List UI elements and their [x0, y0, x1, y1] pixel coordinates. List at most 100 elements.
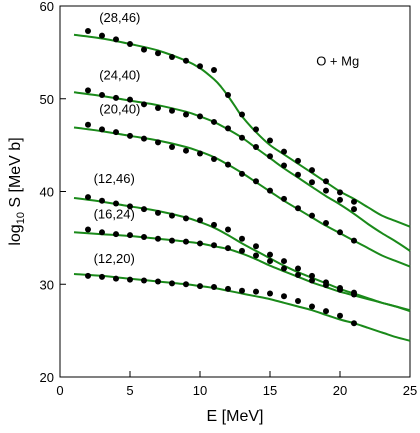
- data-point: [127, 276, 133, 283]
- data-point: [323, 308, 329, 315]
- data-point: [99, 126, 105, 133]
- data-point: [211, 156, 217, 163]
- data-point: [239, 170, 245, 177]
- data-point: [85, 226, 91, 233]
- data-point: [113, 129, 119, 136]
- data-point: [281, 148, 287, 155]
- x-tick-label: 25: [403, 383, 417, 398]
- y-tick-label: 30: [40, 277, 54, 292]
- data-point: [225, 226, 231, 233]
- data-point: [309, 277, 315, 284]
- data-point: [169, 54, 175, 61]
- data-point: [85, 272, 91, 279]
- x-tick-label: 20: [333, 383, 347, 398]
- data-point: [99, 273, 105, 280]
- data-point: [183, 111, 189, 118]
- series-curve: [73, 33, 411, 228]
- data-point: [183, 238, 189, 245]
- data-point: [85, 121, 91, 128]
- data-point: [141, 233, 147, 240]
- data-point: [323, 178, 329, 185]
- data-point: [211, 66, 217, 73]
- data-point: [211, 242, 217, 249]
- y-axis-title-prefix: log: [7, 224, 24, 245]
- data-point: [239, 287, 245, 294]
- series-label: (16,24): [94, 206, 135, 221]
- data-point: [183, 215, 189, 222]
- data-point: [225, 245, 231, 252]
- data-point: [113, 36, 119, 43]
- data-point: [295, 265, 301, 272]
- data-point: [155, 105, 161, 112]
- data-point: [141, 135, 147, 142]
- data-point: [253, 143, 259, 150]
- data-point: [169, 212, 175, 219]
- data-point: [183, 281, 189, 288]
- data-point: [323, 220, 329, 227]
- data-point: [85, 194, 91, 201]
- series-curve: [73, 126, 411, 268]
- data-point: [239, 134, 245, 141]
- data-point: [183, 147, 189, 154]
- data-point: [267, 137, 273, 144]
- data-point: [155, 278, 161, 285]
- data-point: [169, 107, 175, 114]
- y-axis-title-subscript: 10: [15, 212, 27, 224]
- data-point: [281, 258, 287, 265]
- y-tick-label: 60: [40, 0, 54, 14]
- y-tick-label: 50: [40, 92, 54, 107]
- x-tick-label: 10: [193, 383, 207, 398]
- data-point: [141, 206, 147, 213]
- data-point: [197, 150, 203, 157]
- data-point: [281, 265, 287, 272]
- data-point: [211, 221, 217, 228]
- data-point: [169, 143, 175, 150]
- y-axis-title: log10 S [MeV b]: [7, 137, 27, 245]
- data-point: [309, 212, 315, 219]
- data-point: [295, 271, 301, 278]
- data-point: [351, 198, 357, 205]
- data-point: [155, 209, 161, 216]
- data-point: [225, 161, 231, 168]
- data-point: [351, 291, 357, 298]
- data-point: [281, 162, 287, 169]
- data-point: [323, 187, 329, 194]
- data-point: [197, 63, 203, 70]
- data-point: [281, 195, 287, 202]
- y-tick-label: 40: [40, 185, 54, 200]
- data-point: [267, 153, 273, 160]
- data-point: [225, 92, 231, 99]
- data-point: [337, 196, 343, 203]
- series-curve: [73, 273, 411, 342]
- data-point: [309, 167, 315, 174]
- chart-annotation: O + Mg: [316, 53, 359, 68]
- data-point: [281, 293, 287, 300]
- data-point: [337, 189, 343, 196]
- data-point: [211, 118, 217, 125]
- data-point: [113, 231, 119, 238]
- data-point: [85, 87, 91, 94]
- data-point: [267, 251, 273, 258]
- series-label: (24,40): [99, 67, 140, 82]
- data-point: [253, 126, 259, 133]
- data-point: [99, 92, 105, 99]
- data-point: [127, 41, 133, 48]
- data-point: [85, 28, 91, 35]
- y-tick-label: 20: [40, 370, 54, 385]
- data-point: [155, 139, 161, 146]
- data-point: [267, 258, 273, 265]
- data-point: [197, 113, 203, 120]
- series-curve: [73, 231, 411, 313]
- data-point: [295, 157, 301, 164]
- series-label: (28,46): [99, 10, 140, 25]
- data-point: [267, 290, 273, 297]
- data-point: [197, 217, 203, 224]
- data-point: [253, 288, 259, 295]
- data-point: [127, 203, 133, 210]
- data-point: [197, 240, 203, 247]
- series-labels: (28,46) (24,40) (20,40) (12,46) (16,24) (12,2…: [94, 10, 141, 266]
- data-point: [337, 286, 343, 293]
- data-point: [309, 303, 315, 310]
- x-tick-label: 5: [126, 383, 133, 398]
